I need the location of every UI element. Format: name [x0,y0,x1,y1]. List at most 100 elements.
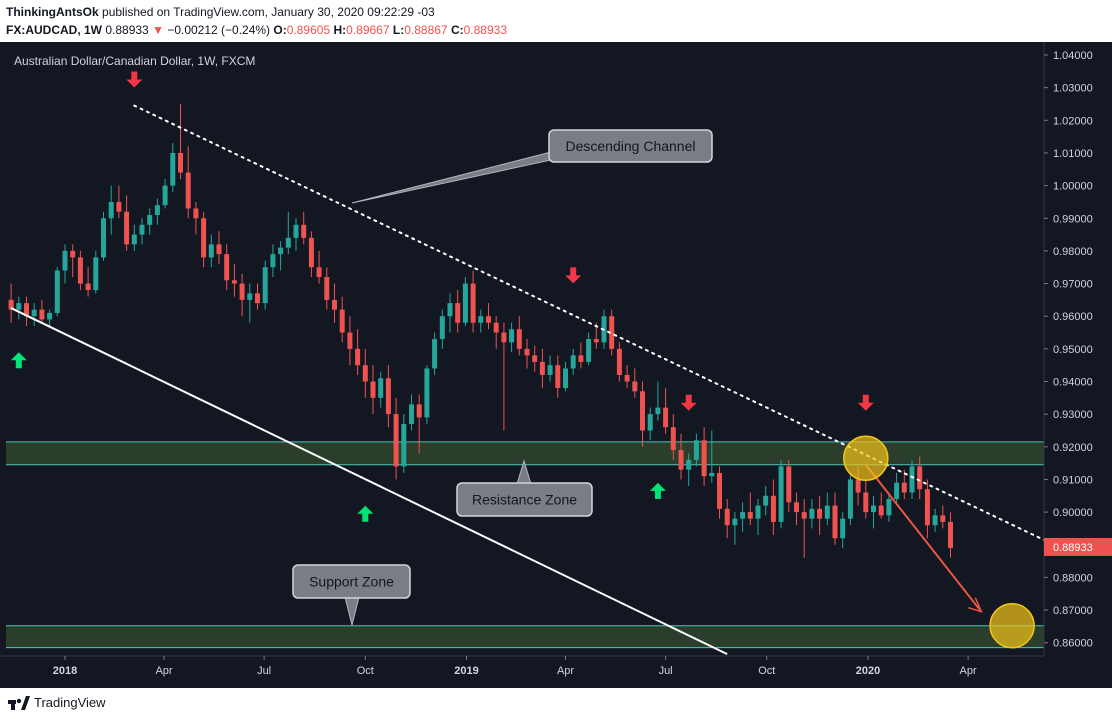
candle [85,267,91,297]
x-tick-label: Apr [155,665,172,677]
support-trendline [10,307,728,656]
label-support-zone-text: Support Zone [309,574,394,590]
high-value: 0.89667 [346,23,390,37]
y-tick-label: 0.97000 [1053,279,1093,291]
candle [131,224,137,251]
candle [470,270,476,333]
candle [231,263,237,297]
candle [863,479,869,519]
candle [663,388,669,434]
support-zone [6,625,1044,648]
candle [640,381,645,447]
candle [948,512,953,558]
candle [840,512,846,549]
candle [424,365,430,424]
signal-up-arrow-icon [357,505,374,522]
close-label: C: [450,23,464,37]
last-price-tag [1044,537,1112,556]
label-support-zone[interactable]: Support Zone [292,564,411,626]
candle [917,456,923,500]
open-value: 0.89605 [286,23,331,37]
candle [778,459,784,529]
x-tick-label: 2020 [856,665,880,677]
candle [586,332,592,366]
author-name[interactable]: ThinkingAntsOk [6,5,99,19]
candle [101,211,106,261]
axes-layer: 1.04000 1.03000 1.02000 1.01000 1.00000 0.990… [0,42,1112,677]
candle [270,244,276,278]
label-descending-channel[interactable]: Descending Channel [351,129,713,204]
y-tick-label: 0.88000 [1053,572,1093,584]
candle [185,146,191,219]
tradingview-logo-icon [8,696,30,710]
candle [247,283,253,323]
trendlines-layer [10,104,1052,656]
candle [54,267,60,317]
y-tick-label: 1.03000 [1053,83,1093,95]
candle [139,218,145,245]
candle [878,492,884,519]
candle [154,198,160,225]
candle [578,342,584,369]
candle [447,293,453,333]
candle [547,355,553,382]
candle [208,234,214,268]
candle [686,453,692,486]
candle [786,459,792,513]
publish-info: ThinkingAntsOk published on TradingView.… [6,5,435,19]
candle [31,303,37,326]
candle [201,211,207,268]
candle [909,459,915,500]
candle [332,283,337,323]
candle [255,283,260,310]
chart-title: Australian Dollar/Canadian Dollar, 1W, F… [14,54,255,68]
candle [362,348,368,398]
y-tick-label: 0.93000 [1053,409,1093,421]
candle [801,499,807,558]
chart-svg[interactable]: Descending Channel Resistance Zone Support… [0,42,1112,688]
candle [609,309,615,356]
x-tick-label: Oct [357,665,374,677]
candle [116,185,122,219]
candle [239,273,245,317]
candle [501,322,507,431]
label-resistance-zone[interactable]: Resistance Zone [456,459,593,517]
candle [555,355,561,398]
x-tick-label: Apr [557,665,574,677]
candle [224,244,230,291]
candle [216,231,222,264]
candle [924,479,930,539]
candle [170,143,176,193]
signal-up-arrow-icon [649,482,666,499]
signals-layer [10,71,874,522]
descending-channel-line [133,104,1052,545]
candle [701,427,707,486]
x-tick-label: Oct [758,665,775,677]
open-label: O: [273,23,287,37]
low-label: L: [392,23,405,37]
candle [493,316,499,349]
candle [693,433,699,467]
candle [616,342,622,382]
candle [894,472,900,506]
candle [932,508,938,532]
candle [717,466,722,519]
candle [763,485,769,516]
y-tick-label: 0.95000 [1053,344,1093,356]
x-tick-label: Apr [960,665,977,677]
candle [724,499,730,539]
last-price: 0.88933 [105,23,149,37]
candle [747,492,753,526]
candle [401,414,407,473]
candle [570,348,576,375]
chart-area[interactable]: Descending Channel Resistance Zone Support… [0,42,1112,688]
candle [824,492,830,526]
candle [532,345,538,372]
candle [486,303,491,330]
target-arrow [865,464,983,613]
candle [416,394,422,454]
y-tick-label: 0.90000 [1053,507,1093,519]
candle [901,469,907,500]
footer-brand[interactable]: TradingView [34,695,106,710]
candle [732,512,738,545]
